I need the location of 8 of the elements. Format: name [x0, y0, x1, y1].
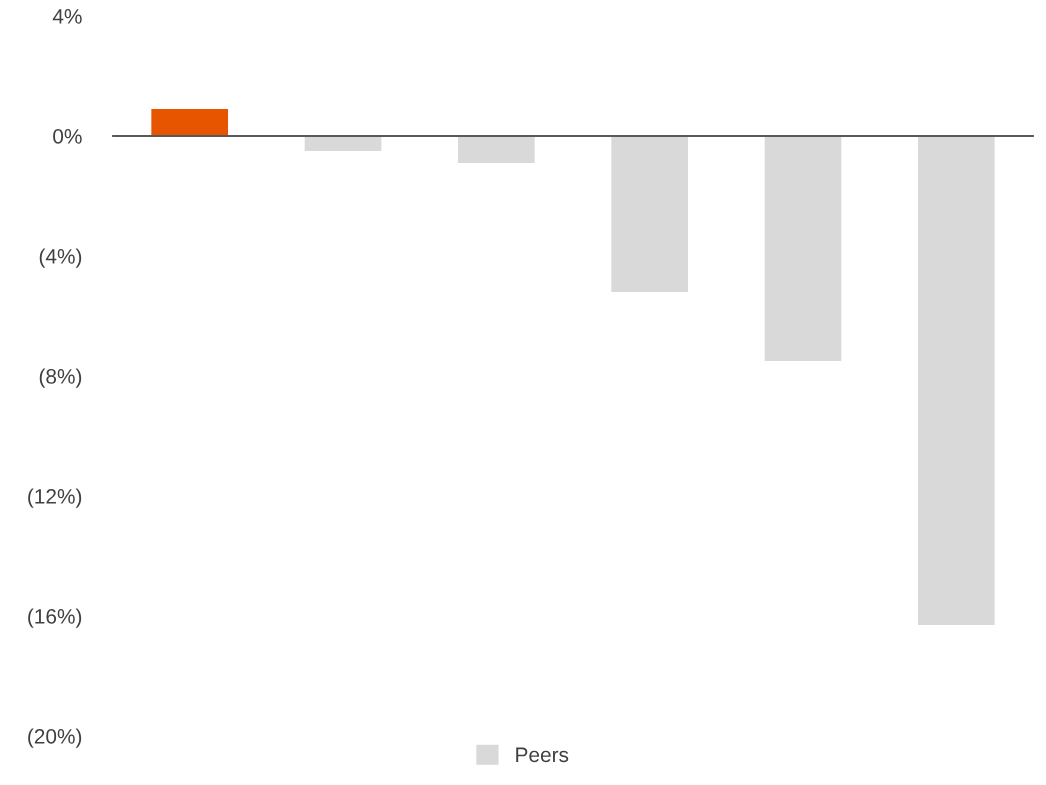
y-tick-label: (8%) — [39, 368, 82, 388]
y-tick-label: 0% — [53, 129, 82, 144]
y-tick-label: (12%) — [28, 488, 82, 508]
y-tick-label: (4%) — [39, 248, 82, 268]
y-tick-label: (16%) — [28, 608, 82, 628]
y-tick-label: (20%) — [28, 728, 82, 748]
legend-label: Peers — [516, 747, 569, 763]
y-tick-label: 4% — [52, 9, 82, 24]
